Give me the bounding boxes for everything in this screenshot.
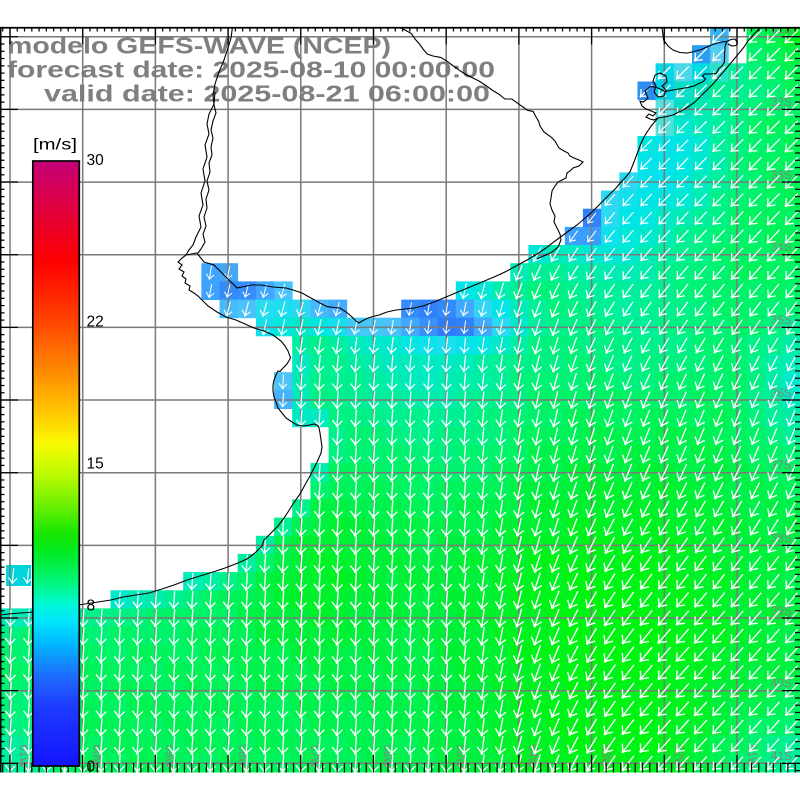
svg-text:31S: 31S <box>771 24 792 36</box>
svg-text:30: 30 <box>87 152 105 169</box>
svg-text:[m/s]: [m/s] <box>33 137 77 154</box>
svg-text:0: 0 <box>87 759 96 776</box>
svg-text:valid date: 2025-08-21 06:00:0: valid date: 2025-08-21 06:00:00 <box>44 81 490 107</box>
svg-text:61W: 61W <box>17 745 29 769</box>
svg-text:32S: 32S <box>771 97 792 109</box>
svg-text:36S: 36S <box>771 388 792 400</box>
svg-text:58W: 58W <box>236 745 248 769</box>
svg-text:53W: 53W <box>599 745 611 769</box>
svg-text:15: 15 <box>87 456 104 473</box>
svg-text:55W: 55W <box>454 745 466 769</box>
svg-text:forecast date: 2025-08-10 00:0: forecast date: 2025-08-10 00:00:00 <box>7 57 495 83</box>
svg-text:40S: 40S <box>771 678 792 690</box>
svg-text:37S: 37S <box>771 460 792 472</box>
svg-text:41S: 41S <box>771 751 792 763</box>
svg-text:52W: 52W <box>672 745 684 769</box>
svg-text:8: 8 <box>87 598 96 615</box>
svg-text:34S: 34S <box>771 242 792 254</box>
svg-text:22: 22 <box>87 314 104 331</box>
